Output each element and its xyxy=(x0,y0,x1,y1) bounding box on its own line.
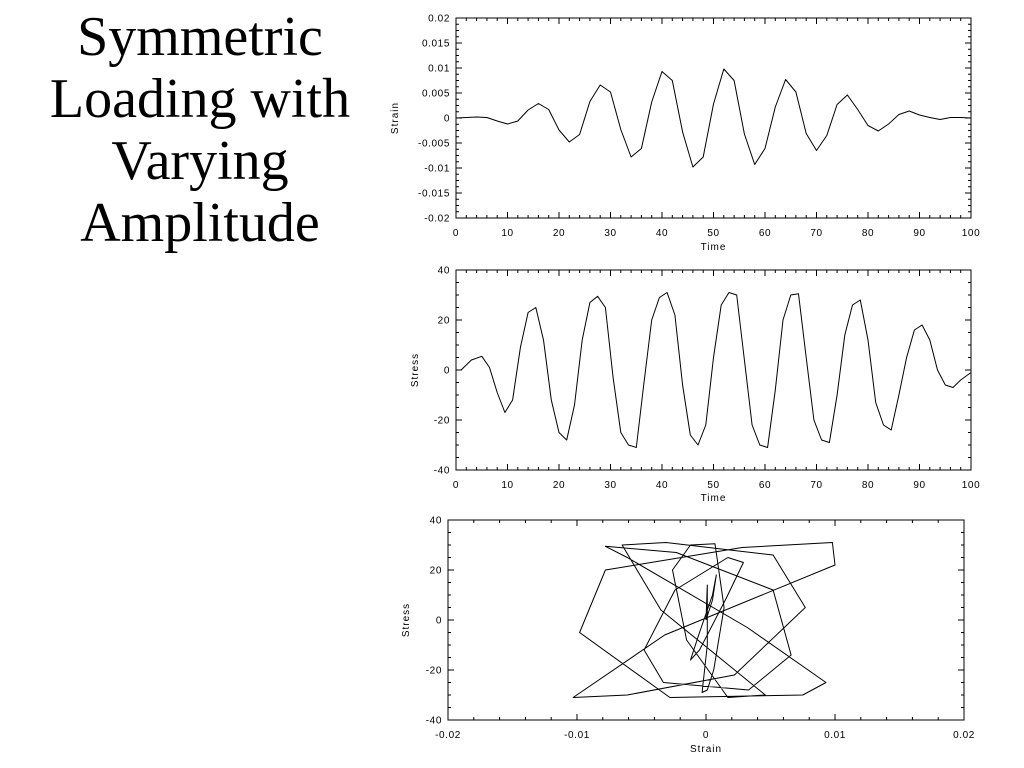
y-tick-label: -40 xyxy=(434,466,450,477)
y-tick-label: 40 xyxy=(438,266,450,277)
y-tick-label: -0.005 xyxy=(418,139,450,150)
slide-title-line-3: Varying xyxy=(111,130,289,192)
y-tick-label: 40 xyxy=(430,516,442,527)
series-line xyxy=(455,68,972,168)
x-tick-label: 0.02 xyxy=(953,730,975,741)
x-tick-label: 40 xyxy=(656,480,668,491)
x-tick-label: 0 xyxy=(453,228,459,239)
y-tick-label: 0 xyxy=(444,366,450,377)
y-tick-label: 0.02 xyxy=(428,14,450,25)
plot-frame xyxy=(455,17,972,219)
y-tick-label: 20 xyxy=(430,566,442,577)
y-tick-label: -0.01 xyxy=(424,164,450,175)
series-line xyxy=(460,292,972,448)
x-tick-label: 40 xyxy=(656,228,668,239)
x-tick-label: 20 xyxy=(553,228,565,239)
y-tick-label: -20 xyxy=(434,416,450,427)
x-tick-label: 10 xyxy=(501,480,513,491)
slide-title-line-2: Loading with xyxy=(49,68,351,130)
x-tick-label: 0 xyxy=(453,480,459,491)
x-axis-label: Time xyxy=(701,493,727,504)
y-tick-label: 0.015 xyxy=(422,39,450,50)
x-axis-label: Strain xyxy=(690,744,722,755)
plot-frame xyxy=(455,269,972,471)
y-tick-label: 0 xyxy=(436,616,442,627)
x-tick-label: 90 xyxy=(913,228,925,239)
x-tick-label: -0.01 xyxy=(564,730,590,741)
x-tick-label: 100 xyxy=(962,480,981,491)
y-axis-label: Strain xyxy=(390,102,401,134)
y-tick-label: 0.005 xyxy=(422,89,450,100)
y-tick-label: -20 xyxy=(426,666,442,677)
x-tick-label: 90 xyxy=(913,480,925,491)
y-axis-label: Stress xyxy=(410,353,421,387)
slide-title-line-4: Amplitude xyxy=(80,192,320,254)
y-tick-label: 20 xyxy=(438,316,450,327)
x-tick-label: 10 xyxy=(501,228,513,239)
x-axis-label: Time xyxy=(701,242,727,253)
x-tick-label: 60 xyxy=(759,480,771,491)
series-line xyxy=(572,542,836,698)
chart-stress-time: 0 10 20 30 40 50 60 70 80 90 100 -40 -20 0 20 40 Time Str… xyxy=(410,266,980,505)
chart-stress-strain: -0.02 -0.01 0 0.01 0.02 -40 -20 0 20 40 Strain Stre… xyxy=(401,516,975,756)
x-tick-label: 70 xyxy=(810,228,822,239)
x-tick-label: 100 xyxy=(962,228,981,239)
y-axis-label: Stress xyxy=(401,603,412,637)
slide-title: Symmetric Loading with Varying Amplitude xyxy=(0,0,400,254)
x-tick-label: 80 xyxy=(862,228,874,239)
y-tick-label: -0.02 xyxy=(424,214,450,225)
x-tick-label: 0 xyxy=(703,730,709,741)
y-tick-label: -40 xyxy=(426,716,442,727)
x-tick-label: 50 xyxy=(707,228,719,239)
x-tick-label: 0.01 xyxy=(824,730,846,741)
slide-title-line-1: Symmetric xyxy=(77,6,323,68)
x-tick-label: 30 xyxy=(604,228,616,239)
y-tick-label: -0.015 xyxy=(418,189,450,200)
x-tick-label: 60 xyxy=(759,228,771,239)
y-tick-label: 0 xyxy=(444,114,450,125)
x-tick-label: -0.02 xyxy=(435,730,461,741)
x-tick-label: 20 xyxy=(553,480,565,491)
chart-strain-time: 0 10 20 30 40 50 60 70 80 90 100 -0.02 -0.015 -0.01 -0… xyxy=(390,14,980,254)
y-tick-label: 0.01 xyxy=(428,64,450,75)
x-tick-label: 80 xyxy=(862,480,874,491)
x-tick-label: 70 xyxy=(810,480,822,491)
x-tick-label: 30 xyxy=(604,480,616,491)
x-tick-label: 50 xyxy=(707,480,719,491)
